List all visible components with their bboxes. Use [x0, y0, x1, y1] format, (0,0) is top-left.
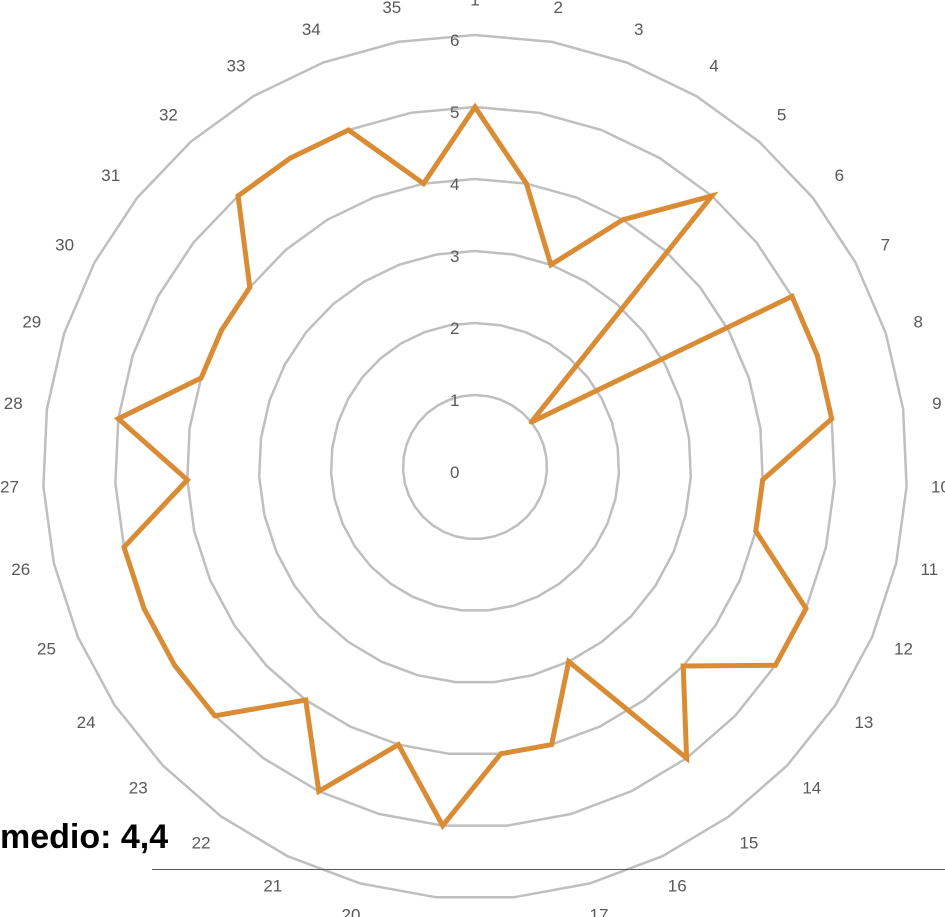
category-label-16: 16 — [668, 876, 687, 895]
category-label-30: 30 — [55, 236, 74, 255]
data-point-16 — [566, 659, 572, 665]
data-point-20 — [395, 742, 401, 748]
data-point-6 — [528, 419, 534, 425]
grid-ring-3 — [257, 249, 693, 684]
data-point-17 — [549, 742, 555, 748]
data-point-11 — [753, 528, 759, 534]
tick-label-2: 2 — [450, 319, 459, 338]
category-label-29: 29 — [22, 312, 41, 331]
category-label-28: 28 — [4, 394, 23, 413]
tick-label-5: 5 — [450, 103, 459, 122]
data-point-27 — [184, 477, 190, 483]
category-label-25: 25 — [37, 640, 56, 659]
category-label-23: 23 — [129, 778, 148, 797]
grid-ring-6 — [42, 33, 908, 899]
category-label-32: 32 — [159, 106, 178, 125]
category-label-17: 17 — [590, 906, 609, 917]
tick-label-6: 6 — [450, 31, 459, 50]
category-label-10: 10 — [931, 477, 945, 496]
grid-ring-5 — [114, 105, 836, 827]
tick-label-4: 4 — [450, 175, 459, 194]
category-label-24: 24 — [77, 713, 96, 732]
category-label-6: 6 — [835, 166, 844, 185]
category-label-13: 13 — [854, 713, 873, 732]
grid-ring-4 — [186, 177, 764, 756]
data-point-23 — [212, 713, 218, 719]
data-point-22 — [303, 697, 309, 703]
category-label-22: 22 — [192, 833, 211, 852]
category-label-14: 14 — [802, 778, 821, 797]
category-label-20: 20 — [342, 906, 361, 917]
category-label-34: 34 — [302, 20, 321, 39]
data-point-9 — [829, 416, 835, 422]
series-line-0 — [113, 102, 835, 831]
average-caption: medio: 4,4 — [0, 818, 169, 856]
category-label-7: 7 — [881, 236, 890, 255]
category-label-11: 11 — [920, 560, 938, 579]
category-label-4: 4 — [709, 56, 718, 75]
data-point-3 — [548, 262, 554, 268]
data-point-24 — [172, 662, 178, 668]
data-point-13 — [772, 662, 778, 668]
data-point-21 — [316, 788, 322, 794]
data-point-34 — [346, 127, 351, 133]
category-label-9: 9 — [932, 394, 941, 413]
category-label-5: 5 — [777, 106, 786, 125]
category-label-33: 33 — [227, 56, 246, 75]
data-point-35 — [421, 181, 427, 187]
category-label-12: 12 — [894, 640, 913, 659]
data-point-7 — [789, 293, 795, 299]
category-label-26: 26 — [11, 560, 30, 579]
category-label-35: 35 — [382, 0, 401, 17]
radial-tick-labels: 0 1 2 3 4 5 6 — [450, 31, 459, 482]
data-point-10 — [760, 477, 766, 483]
category-label-21: 21 — [263, 876, 282, 895]
category-label-1: 1 — [470, 0, 479, 9]
category-label-2: 2 — [553, 0, 562, 17]
data-point-2 — [523, 181, 529, 187]
data-point-33 — [287, 155, 293, 161]
data-point-5 — [709, 193, 715, 199]
tick-label-3: 3 — [450, 247, 459, 266]
data-point-12 — [803, 606, 809, 611]
data-point-28 — [115, 416, 121, 422]
tick-label-1: 1 — [450, 391, 459, 410]
data-point-18 — [498, 751, 504, 757]
category-label-31: 31 — [101, 166, 120, 185]
data-point-29 — [198, 375, 204, 381]
data-point-26 — [121, 544, 127, 550]
category-label-27: 27 — [0, 477, 19, 496]
data-point-25 — [141, 606, 147, 611]
category-label-8: 8 — [913, 312, 922, 331]
data-point-14 — [680, 663, 686, 669]
data-point-31 — [247, 284, 253, 290]
caption-underline — [152, 869, 945, 870]
grid-ring-1 — [401, 393, 549, 540]
data-point-15 — [684, 755, 690, 761]
radar-series — [113, 102, 835, 831]
data-point-32 — [235, 193, 241, 199]
grid-ring-2 — [329, 321, 621, 612]
category-label-15: 15 — [739, 833, 758, 852]
data-point-1 — [472, 104, 478, 110]
tick-label-0: 0 — [450, 463, 459, 482]
data-point-19 — [440, 823, 446, 829]
data-point-30 — [218, 328, 224, 333]
data-point-4 — [620, 217, 626, 223]
category-label-3: 3 — [634, 20, 643, 39]
data-point-8 — [814, 353, 820, 359]
